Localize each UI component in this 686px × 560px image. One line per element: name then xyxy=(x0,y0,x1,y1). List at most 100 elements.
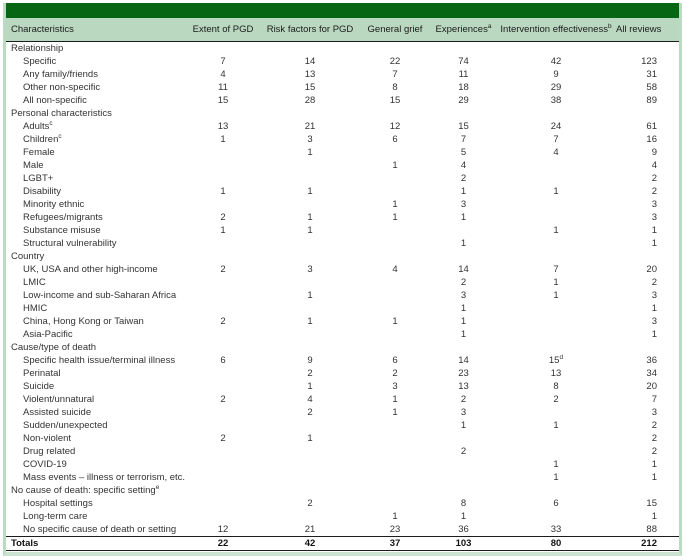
table-row: Assisted suicide 2 1 3 3 xyxy=(6,406,679,419)
cell xyxy=(261,341,359,354)
cell: 1 xyxy=(553,459,559,470)
cell xyxy=(261,419,359,432)
cell: 38 xyxy=(550,95,562,106)
cell xyxy=(185,497,261,510)
cell xyxy=(261,328,359,341)
cell xyxy=(261,484,359,497)
cell xyxy=(431,484,496,497)
cell xyxy=(359,458,431,471)
cell: 15 xyxy=(389,95,401,106)
row-label: Other non-specific xyxy=(23,82,101,93)
row-label: China, Hong Kong or Taiwan xyxy=(23,316,144,327)
cell: 23 xyxy=(389,524,401,535)
cell xyxy=(261,107,359,120)
cell: 7 xyxy=(460,134,467,145)
cell: 1 xyxy=(392,394,398,405)
table-row: Childrenc 1 3 6 7 7 16 xyxy=(6,133,679,146)
cell xyxy=(496,159,616,172)
cell xyxy=(496,42,616,56)
row-label: LGBT+ xyxy=(23,173,54,184)
cell: 2 xyxy=(460,446,467,457)
cell xyxy=(185,380,261,393)
cell: 6 xyxy=(220,355,226,366)
cell xyxy=(496,302,616,315)
column-header-intervention-effectiveness: Intervention effectivenessb xyxy=(496,18,616,42)
table-row: Female 1 5 4 9 xyxy=(6,146,679,159)
cell xyxy=(431,458,496,471)
cell xyxy=(496,198,616,211)
cell: 1 xyxy=(651,238,657,249)
cell xyxy=(359,432,431,445)
cell xyxy=(185,445,261,458)
column-header-extent-of-pgd: Extent of PGD xyxy=(185,18,261,42)
characteristics-table: Characteristics Extent of PGD Risk factors… xyxy=(6,18,679,551)
cell xyxy=(616,341,679,354)
cell xyxy=(185,341,261,354)
cell xyxy=(496,107,616,120)
cell: 24 xyxy=(550,121,562,132)
cell xyxy=(496,445,616,458)
table-row: LGBT+ 2 2 xyxy=(6,172,679,185)
cell: 61 xyxy=(646,121,657,132)
cell xyxy=(431,42,496,56)
row-label: COVID-19 xyxy=(23,459,67,470)
cell xyxy=(496,250,616,263)
cell: 5 xyxy=(460,147,467,158)
cell: 9 xyxy=(651,147,657,158)
header-row: Characteristics Extent of PGD Risk factors… xyxy=(6,18,679,42)
table-row: Minority ethnic 1 3 3 xyxy=(6,198,679,211)
table-row: Substance misuse 1 1 1 1 xyxy=(6,224,679,237)
row-label: UK, USA and other high-income xyxy=(23,264,158,275)
cell: 15 xyxy=(458,121,469,132)
cell xyxy=(185,484,261,497)
table-row: Suicide 1 3 13 8 20 xyxy=(6,380,679,393)
row-label: Male xyxy=(23,160,44,171)
table-row: China, Hong Kong or Taiwan 2 1 1 1 3 xyxy=(6,315,679,328)
cell: 1 xyxy=(651,472,657,483)
cell xyxy=(185,146,261,159)
row-label: Country xyxy=(11,251,45,262)
table-row: Drug related 2 2 xyxy=(6,445,679,458)
cell xyxy=(261,237,359,250)
cell xyxy=(359,302,431,315)
table-row: UK, USA and other high-income 2 3 4 14 7 20 xyxy=(6,263,679,276)
column-header-experiences: Experiencesa xyxy=(431,18,496,42)
cell: 21 xyxy=(304,121,316,132)
row-label: Any family/friends xyxy=(23,69,98,80)
cell: 3 xyxy=(460,407,467,418)
cell: 20 xyxy=(646,381,657,392)
cell xyxy=(431,250,496,263)
cell: 29 xyxy=(550,82,562,93)
cell: 2 xyxy=(307,407,313,418)
table-row: Male 1 4 4 xyxy=(6,159,679,172)
table-row: Adultsc 13 21 12 15 24 61 xyxy=(6,120,679,133)
cell xyxy=(496,432,616,445)
cell: 14 xyxy=(458,264,469,275)
row-label: No cause of death: specific settinge xyxy=(11,483,160,496)
cell xyxy=(359,289,431,302)
cell xyxy=(359,250,431,263)
section-row: Cause/type of death xyxy=(6,341,679,354)
cell: 1 xyxy=(220,186,226,197)
cell: 4 xyxy=(553,147,559,158)
cell: 1 xyxy=(651,459,657,470)
table-row: Specific health issue/terminal illness 6 9… xyxy=(6,354,679,367)
cell: 1 xyxy=(460,511,467,522)
cell: 3 xyxy=(460,290,467,301)
review-characteristics-table: Characteristics Extent of PGD Risk factors… xyxy=(3,3,682,556)
row-label: Personal characteristics xyxy=(11,108,112,119)
footnote-marker: b xyxy=(607,22,612,30)
row-label: Assisted suicide xyxy=(23,407,92,418)
cell xyxy=(431,224,496,237)
cell xyxy=(431,432,496,445)
cell xyxy=(261,250,359,263)
cell: 2 xyxy=(392,368,398,379)
cell: 1 xyxy=(392,212,398,223)
cell: 29 xyxy=(458,95,469,106)
cell: 15 xyxy=(217,95,229,106)
table-row: Disability 1 1 1 1 2 xyxy=(6,185,679,198)
table-row: Hospital settings 2 8 6 15 xyxy=(6,497,679,510)
cell: 4 xyxy=(460,160,467,171)
cell: 212 xyxy=(616,536,679,551)
cell: 3 xyxy=(651,407,657,418)
